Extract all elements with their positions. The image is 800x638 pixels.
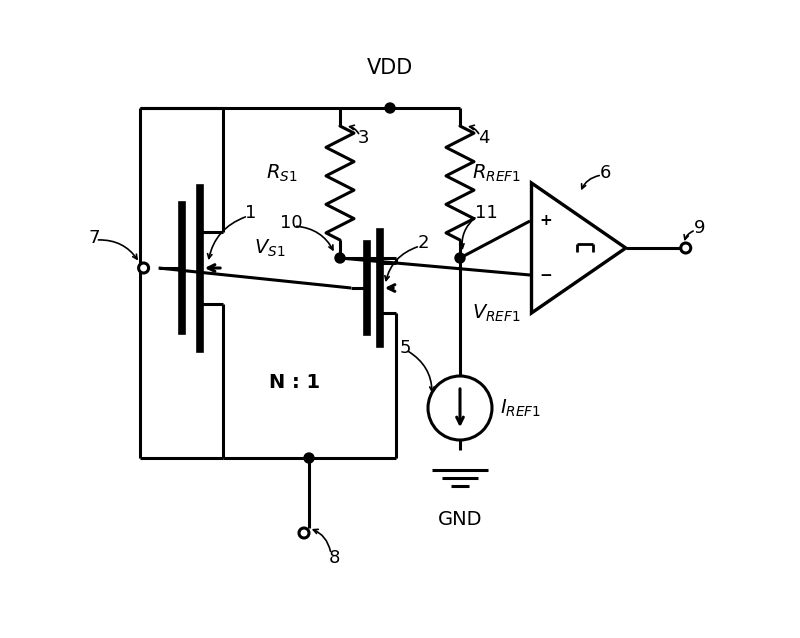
Text: 10: 10 — [280, 214, 302, 232]
Circle shape — [304, 453, 314, 463]
Text: $V_{S1}$: $V_{S1}$ — [254, 237, 285, 258]
Text: $V_{REF1}$: $V_{REF1}$ — [472, 302, 521, 323]
Circle shape — [681, 243, 690, 253]
Text: 1: 1 — [245, 204, 256, 222]
Circle shape — [299, 528, 309, 538]
Text: 2: 2 — [418, 234, 430, 252]
Text: 4: 4 — [478, 129, 490, 147]
Circle shape — [385, 103, 395, 113]
Text: 8: 8 — [329, 549, 340, 567]
Text: VDD: VDD — [367, 58, 413, 78]
Text: $R_{S1}$: $R_{S1}$ — [266, 162, 298, 184]
Text: 3: 3 — [358, 129, 370, 147]
Circle shape — [455, 253, 465, 263]
Text: $R_{REF1}$: $R_{REF1}$ — [472, 162, 521, 184]
Text: $I_{REF1}$: $I_{REF1}$ — [500, 397, 541, 419]
Text: −: − — [539, 268, 552, 283]
Circle shape — [138, 263, 149, 273]
Circle shape — [335, 253, 345, 263]
Text: 11: 11 — [475, 204, 498, 222]
Text: 5: 5 — [400, 339, 411, 357]
Text: 7: 7 — [89, 229, 100, 247]
Text: +: + — [539, 213, 552, 228]
Text: 6: 6 — [600, 164, 611, 182]
Text: 9: 9 — [694, 219, 706, 237]
Text: N : 1: N : 1 — [270, 373, 321, 392]
Text: GND: GND — [438, 510, 482, 529]
